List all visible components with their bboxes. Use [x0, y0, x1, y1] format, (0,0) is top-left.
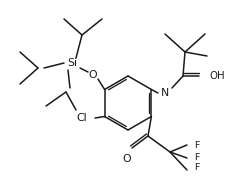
- Text: Cl: Cl: [76, 113, 87, 123]
- Text: F: F: [193, 154, 198, 163]
- Text: F: F: [193, 141, 198, 150]
- Text: OH: OH: [208, 71, 224, 81]
- Text: F: F: [193, 163, 198, 172]
- Text: N: N: [160, 88, 168, 98]
- Text: O: O: [122, 154, 131, 164]
- Text: Si: Si: [67, 58, 77, 68]
- Text: O: O: [88, 70, 97, 80]
